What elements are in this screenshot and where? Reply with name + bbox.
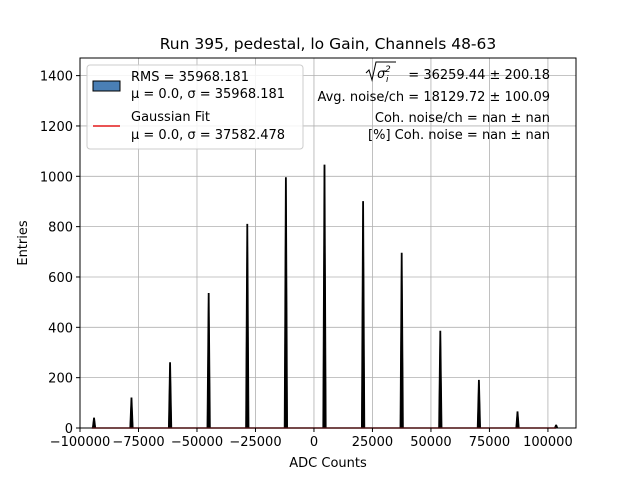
legend-rms-stats: μ = 0.0, σ = 35968.181 [131,87,285,102]
x-axis-label: ADC Counts [289,456,367,471]
svg-text:i: i [386,75,389,85]
svg-text:2: 2 [385,65,391,75]
x-tick-label: 25000 [352,435,393,450]
chart-title: Run 395, pedestal, lo Gain, Channels 48-… [160,35,497,53]
y-axis-ticks: 0 200 400 600 800 1000 1200 1400 [40,70,80,437]
stats-avg-noise: Avg. noise/ch = 18129.72 ± 100.09 [317,90,550,105]
y-tick-label: 1400 [40,70,73,85]
y-tick-label: 400 [48,321,73,336]
y-tick-label: 800 [48,221,73,236]
legend: RMS = 35968.181 μ = 0.0, σ = 35968.181 G… [86,64,304,150]
x-tick-label: −75000 [112,435,164,450]
legend-rms-swatch [92,80,121,92]
x-tick-label: −25000 [229,435,281,450]
y-tick-label: 0 [65,422,73,437]
x-tick-label: 0 [310,435,318,450]
y-tick-label: 1000 [40,170,73,185]
legend-fit-label: Gaussian Fit [131,110,210,125]
y-axis-label: Entries [16,220,31,266]
sigma-symbol: σ 2 i [365,61,396,85]
stats-coh-noise-pct: [%] Coh. noise = nan ± nan [368,128,550,143]
svg-text:σ: σ [377,67,386,82]
legend-fit-stats: μ = 0.0, σ = 37582.478 [131,128,285,143]
legend-box [86,64,304,150]
y-tick-label: 1200 [40,120,73,135]
x-axis-ticks: −100000 −75000 −50000 −25000 0 25000 50000 7500… [50,428,573,450]
x-tick-label: −50000 [171,435,223,450]
x-tick-label: 50000 [410,435,451,450]
histogram-bars [91,164,559,429]
legend-rms-label: RMS = 35968.181 [131,70,249,85]
stats-coh-noise: Coh. noise/ch = nan ± nan [375,111,550,126]
stats-sigma-line: = 36259.44 ± 200.18 [408,68,550,83]
plot-frame [79,57,577,429]
x-tick-label: 75000 [469,435,510,450]
x-tick-label: 100000 [523,435,573,450]
x-tick-label: −100000 [50,435,111,450]
stats-box: σ 2 i = 36259.44 ± 200.18 Avg. noise/ch … [317,61,550,143]
y-tick-label: 600 [48,271,73,286]
y-tick-label: 200 [48,372,73,387]
